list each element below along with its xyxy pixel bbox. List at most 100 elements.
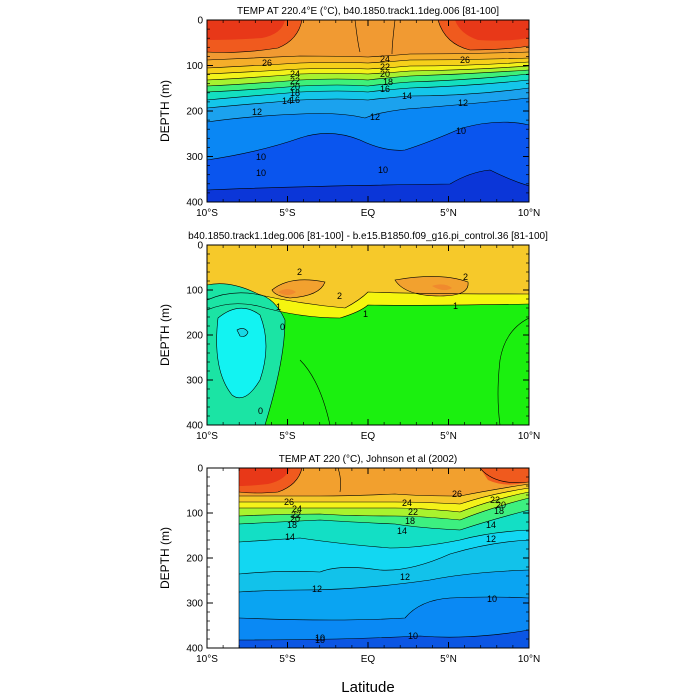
x-tick-label: EQ bbox=[361, 208, 376, 219]
y-tick-label: 100 bbox=[186, 61, 203, 72]
y-tick-label: 400 bbox=[186, 421, 203, 432]
x-tick-label: 10°N bbox=[518, 208, 540, 219]
panel-3-clabel: 22 bbox=[490, 495, 500, 505]
x-tick-label: 5°N bbox=[440, 654, 457, 665]
panel-3-clabel: 24 bbox=[402, 498, 412, 508]
panel-2-clabel: 1 bbox=[453, 301, 458, 311]
panel-3-title: TEMP AT 220 (°C), Johnson et al (2002) bbox=[279, 454, 458, 465]
panel-3-clabel: 10 bbox=[408, 631, 418, 641]
y-tick-label: 0 bbox=[197, 464, 203, 475]
panel-2-title: b40.1850.track1.1deg.006 [81-100] - b.e1… bbox=[188, 231, 548, 242]
panel-3-clabel: 12 bbox=[312, 584, 322, 594]
panel-3-clabel: 10 bbox=[315, 635, 325, 645]
panel-1-clabel: 26 bbox=[460, 55, 470, 65]
x-tick-label: EQ bbox=[361, 654, 376, 665]
panel-1-clabel: 18 bbox=[290, 88, 300, 98]
x-tick-label: 10°N bbox=[518, 654, 540, 665]
x-tick-label: 5°S bbox=[279, 654, 296, 665]
panel-2-clabel: 1 bbox=[276, 302, 281, 312]
panel-2-clabel: 0 bbox=[258, 406, 263, 416]
panel-3-clabel: 14 bbox=[285, 532, 295, 542]
panel-3-clabel: 12 bbox=[486, 534, 496, 544]
panel-2-axes: b40.1850.track1.1deg.006 [81-100] - b.e1… bbox=[158, 231, 548, 442]
x-axis-label: Latitude bbox=[341, 679, 394, 696]
panel-3-clabel: 18 bbox=[494, 506, 504, 516]
panel-3-clabel: 10 bbox=[487, 594, 497, 604]
panel-3-clabel: 22 bbox=[408, 507, 418, 517]
panel-2: 2 2 2 1 1 1 0 0 b40.1850.track1.1deg.006… bbox=[158, 231, 548, 442]
y-tick-label: 200 bbox=[186, 554, 203, 565]
y-tick-label: 300 bbox=[186, 599, 203, 610]
panel-3: 26 24 22 20 18 14 14 12 12 10 10 24 22 1… bbox=[158, 454, 540, 696]
panel-1-clabel: 24 bbox=[290, 69, 300, 79]
panel-1-clabel: 12 bbox=[370, 112, 380, 122]
panel-2-clabel: 1 bbox=[363, 309, 368, 319]
panel-3-clabel: 10 bbox=[315, 633, 325, 643]
panel-2-clabel: 2 bbox=[463, 272, 468, 282]
panel-1-clabel: 20 bbox=[290, 82, 300, 92]
y-tick-label: 400 bbox=[186, 644, 203, 655]
panel-3-clabel: 14 bbox=[397, 526, 407, 536]
panel-3-clabel: 20 bbox=[496, 500, 506, 510]
panel-1-clabel: 16 bbox=[290, 95, 300, 105]
panel-1-clabel: 22 bbox=[290, 76, 300, 86]
panel-2-contour-lines bbox=[207, 276, 529, 425]
panel-1-clabel: 26 bbox=[262, 58, 272, 68]
x-tick-label: 10°S bbox=[196, 654, 218, 665]
y-tick-label: 300 bbox=[186, 376, 203, 387]
panel-1-clabel: 12 bbox=[252, 107, 262, 117]
y-tick-label: 400 bbox=[186, 198, 203, 209]
panel-1-contour-lines bbox=[207, 20, 529, 191]
panel-1-clabel: 20 bbox=[380, 69, 390, 79]
x-tick-label: EQ bbox=[361, 431, 376, 442]
panel-3-clabel: 24 bbox=[292, 504, 302, 514]
panel-3-clabel: 18 bbox=[405, 516, 415, 526]
x-tick-label: 5°N bbox=[440, 208, 457, 219]
panel-3-clabel: 26 bbox=[284, 497, 294, 507]
panel-2-clabel: 0 bbox=[280, 322, 285, 332]
panel-1-clabel: 10 bbox=[256, 152, 266, 162]
panel-1-clabel: 12 bbox=[458, 98, 468, 108]
panel-3-clabel: 26 bbox=[452, 489, 462, 499]
panel-1-clabel: 14 bbox=[282, 96, 292, 106]
panel-1-clabel: 10 bbox=[456, 126, 466, 136]
panel-1: 26 24 22 20 18 16 14 12 10 26 24 22 20 1… bbox=[158, 6, 540, 219]
y-tick-label: 100 bbox=[186, 286, 203, 297]
x-tick-label: 10°S bbox=[196, 431, 218, 442]
panel-3-contour-field bbox=[239, 468, 529, 648]
panel-1-clabel: 24 bbox=[380, 54, 390, 64]
y-tick-label: 300 bbox=[186, 152, 203, 163]
panel-1-axes: TEMP AT 220.4°E (°C), b40.1850.track1.1d… bbox=[158, 6, 540, 219]
panel-2-clabel: 2 bbox=[337, 291, 342, 301]
panel-2-clabels: 2 2 2 1 1 1 0 0 bbox=[258, 267, 468, 416]
panel-1-clabel: 10 bbox=[378, 165, 388, 175]
panel-3-clabel: 14 bbox=[486, 520, 496, 530]
panel-1-ylabel: DEPTH (m) bbox=[158, 80, 172, 142]
x-tick-label: 5°N bbox=[440, 431, 457, 442]
panel-3-clabel: 22 bbox=[291, 510, 301, 520]
y-tick-label: 0 bbox=[197, 16, 203, 27]
panel-2-ylabel: DEPTH (m) bbox=[158, 304, 172, 366]
panel-1-clabel: 16 bbox=[380, 84, 390, 94]
y-tick-label: 0 bbox=[197, 241, 203, 252]
x-tick-label: 10°S bbox=[196, 208, 218, 219]
panel-3-contour-lines bbox=[239, 468, 529, 641]
panel-1-clabel: 22 bbox=[380, 62, 390, 72]
panel-1-clabel: 14 bbox=[402, 91, 412, 101]
panel-3-clabel: 18 bbox=[287, 520, 297, 530]
panel-3-axes: TEMP AT 220 (°C), Johnson et al (2002) DE… bbox=[158, 454, 540, 696]
panel-1-title: TEMP AT 220.4°E (°C), b40.1850.track1.1d… bbox=[237, 6, 499, 17]
panel-2-contour-field bbox=[207, 245, 529, 425]
x-tick-label: 5°S bbox=[279, 208, 296, 219]
panel-1-clabel: 18 bbox=[383, 77, 393, 87]
panel-3-ylabel: DEPTH (m) bbox=[158, 527, 172, 589]
panel-1-clabels: 26 24 22 20 18 16 14 12 10 26 24 22 20 1… bbox=[252, 54, 470, 178]
y-tick-label: 100 bbox=[186, 509, 203, 520]
panel-1-clabel: 10 bbox=[256, 168, 266, 178]
y-tick-label: 200 bbox=[186, 331, 203, 342]
y-tick-label: 200 bbox=[186, 107, 203, 118]
panel-2-clabel: 2 bbox=[297, 267, 302, 277]
panel-3-clabels: 26 24 22 20 18 14 14 12 12 10 10 24 22 1… bbox=[284, 489, 506, 645]
x-tick-label: 10°N bbox=[518, 431, 540, 442]
